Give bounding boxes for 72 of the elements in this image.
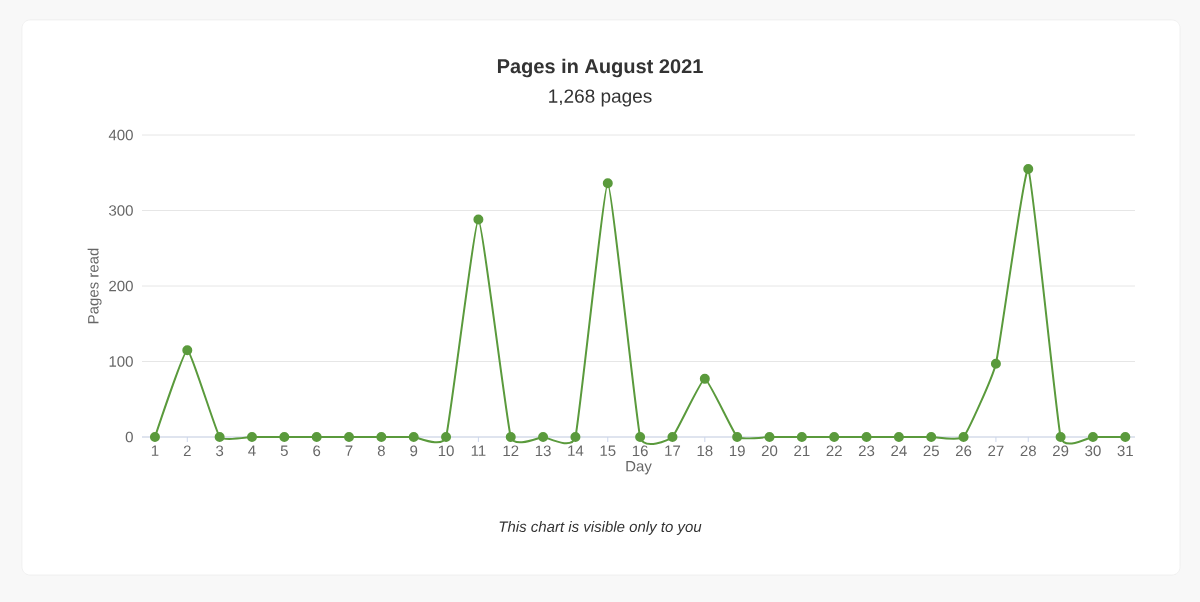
point — [279, 431, 290, 442]
point — [1055, 431, 1066, 442]
point — [990, 358, 1001, 369]
x-tick-label: 10 — [438, 445, 454, 457]
x-tick-label: 18 — [697, 445, 713, 457]
x-tick-label: 21 — [794, 445, 810, 456]
x-tick-label: 28 — [1020, 445, 1036, 457]
point — [764, 431, 775, 442]
point — [149, 431, 160, 442]
point — [311, 431, 322, 442]
point — [926, 431, 937, 442]
point — [699, 373, 710, 384]
point — [602, 178, 613, 189]
x-tick-label: 15 — [600, 445, 616, 456]
point — [829, 431, 840, 442]
x-tick-label: 16 — [632, 445, 648, 457]
x-tick-label: 1 — [151, 445, 159, 456]
x-tick-label: 8 — [377, 445, 385, 457]
x-tick-label: 3 — [216, 445, 224, 457]
point — [1023, 163, 1034, 174]
x-tick-label: 30 — [1085, 445, 1101, 457]
x-tick-label: 11 — [471, 445, 486, 456]
point — [538, 431, 549, 442]
point — [570, 431, 581, 442]
x-tick-label: 26 — [955, 445, 972, 457]
point — [667, 431, 678, 442]
point — [182, 345, 193, 356]
y-tick-label: 200 — [109, 280, 133, 292]
point — [376, 431, 387, 442]
x-tick-label: 6 — [313, 445, 321, 457]
x-tick-label: 17 — [665, 445, 681, 456]
point — [505, 431, 516, 442]
point — [958, 431, 969, 442]
y-tick-label: 300 — [109, 205, 133, 216]
chart-subtitle: 1,268 pages — [549, 89, 652, 107]
point — [1087, 431, 1098, 442]
x-tick-label: 9 — [410, 445, 418, 457]
point — [635, 431, 646, 442]
x-tick-label: 14 — [568, 445, 584, 456]
x-tick-label: 22 — [826, 445, 842, 456]
x-tick-label: 7 — [345, 445, 353, 456]
y-axis-title: Pages read — [87, 248, 102, 324]
point — [473, 214, 484, 225]
x-tick-label: 20 — [761, 445, 778, 457]
point — [344, 431, 355, 442]
x-tick-label: 12 — [503, 445, 519, 456]
x-tick-label: 4 — [248, 445, 256, 456]
point — [796, 431, 807, 442]
x-tick-label: 27 — [988, 445, 1004, 456]
x-tick-label: 31 — [1117, 445, 1133, 457]
chart-title: Pages in August 2021 — [497, 58, 703, 78]
x-tick-label: 23 — [858, 445, 875, 457]
y-tick-label: 100 — [109, 356, 133, 367]
point — [893, 431, 904, 442]
x-axis-title: Day — [626, 461, 652, 475]
point — [246, 431, 257, 442]
x-tick-label: 2 — [183, 445, 191, 456]
point — [441, 431, 452, 442]
point — [214, 431, 225, 442]
point — [861, 431, 872, 442]
point — [1120, 431, 1131, 442]
y-tick-label: 0 — [125, 431, 133, 443]
x-tick-label: 25 — [923, 445, 939, 457]
x-tick-label: 24 — [891, 445, 907, 456]
x-tick-label: 5 — [280, 445, 288, 456]
point — [408, 431, 419, 442]
point — [732, 431, 743, 442]
x-tick-label: 13 — [535, 445, 551, 457]
y-tick-label: 400 — [108, 129, 133, 141]
x-tick-label: 19 — [729, 445, 745, 457]
text: This chart is visible only to you — [499, 520, 702, 535]
x-tick-label: 29 — [1053, 445, 1069, 457]
